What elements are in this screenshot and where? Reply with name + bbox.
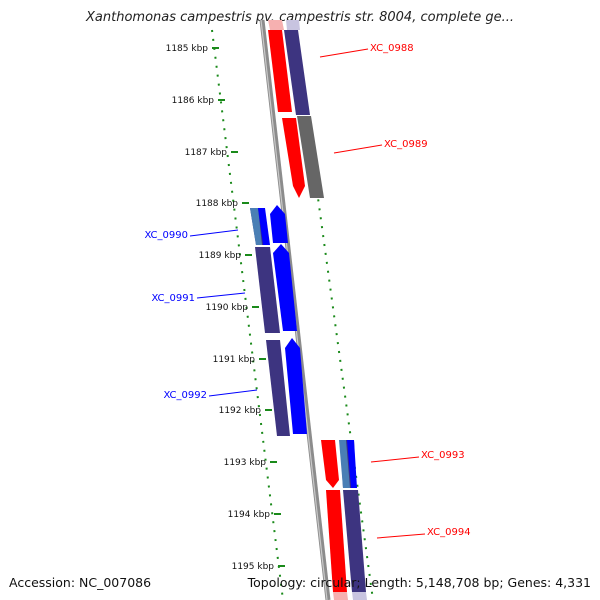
gene-label-XC_0990[interactable]: XC_0990 xyxy=(144,230,188,241)
map-title: Xanthomonas campestris pv. campestris st… xyxy=(86,10,514,25)
gene-XC_0990-feature[interactable] xyxy=(250,205,288,245)
backbone-line xyxy=(259,19,331,600)
tick-label: 1186 kbp xyxy=(172,96,215,106)
gene-label-leader xyxy=(333,144,383,154)
gene-XC_0994-feature[interactable] xyxy=(326,490,367,600)
tick-label: 1194 kbp xyxy=(228,510,271,520)
tick-label: 1187 kbp xyxy=(185,148,228,158)
gene-label-XC_0991[interactable]: XC_0991 xyxy=(151,293,195,304)
tick-label: 1185 kbp xyxy=(166,44,209,54)
ruler-tick-marks xyxy=(212,47,285,567)
gene-XC_0991-feature[interactable] xyxy=(255,244,297,333)
tick-label: 1193 kbp xyxy=(224,458,267,468)
gene-label-leader xyxy=(189,229,239,237)
tick-label: 1191 kbp xyxy=(213,355,256,365)
tick-label: 1190 kbp xyxy=(206,303,249,313)
gene-label-XC_0992[interactable]: XC_0992 xyxy=(163,390,207,401)
gene-XC_0993-feature[interactable] xyxy=(321,440,357,488)
gene-XC_0988-feature[interactable] xyxy=(268,20,310,115)
accession-label: Accession: NC_007086 xyxy=(9,575,152,590)
gene-label-XC_0989[interactable]: XC_0989 xyxy=(384,139,428,150)
outer-dotted-track xyxy=(211,29,284,600)
gene-XC_0992-feature[interactable] xyxy=(266,338,307,436)
gene-label-XC_0988[interactable]: XC_0988 xyxy=(370,43,414,54)
tick-label: 1189 kbp xyxy=(199,251,242,261)
gene-labels: XC_0988 XC_0989 XC_0990 XC_0991 XC_0992 XC_09… xyxy=(144,43,471,539)
topology-summary: Topology: circular; Length: 5,148,708 bp… xyxy=(247,575,591,590)
tick-label: 1195 kbp xyxy=(232,562,275,572)
gene-label-leader xyxy=(319,48,369,58)
gene-XC_0989-feature[interactable] xyxy=(282,116,324,198)
ruler-tick-labels: 1185 kbp 1186 kbp 1187 kbp 1188 kbp 1189 kbp… xyxy=(166,44,275,572)
gene-label-leader xyxy=(208,389,258,397)
gene-label-XC_0993[interactable]: XC_0993 xyxy=(421,450,465,461)
gene-label-XC_0994[interactable]: XC_0994 xyxy=(427,527,471,538)
gene-label-leader xyxy=(370,456,420,463)
gene-label-leader xyxy=(376,533,426,539)
tick-label: 1188 kbp xyxy=(196,199,239,209)
tick-label: 1192 kbp xyxy=(219,406,262,416)
gene-label-leader xyxy=(196,292,246,299)
